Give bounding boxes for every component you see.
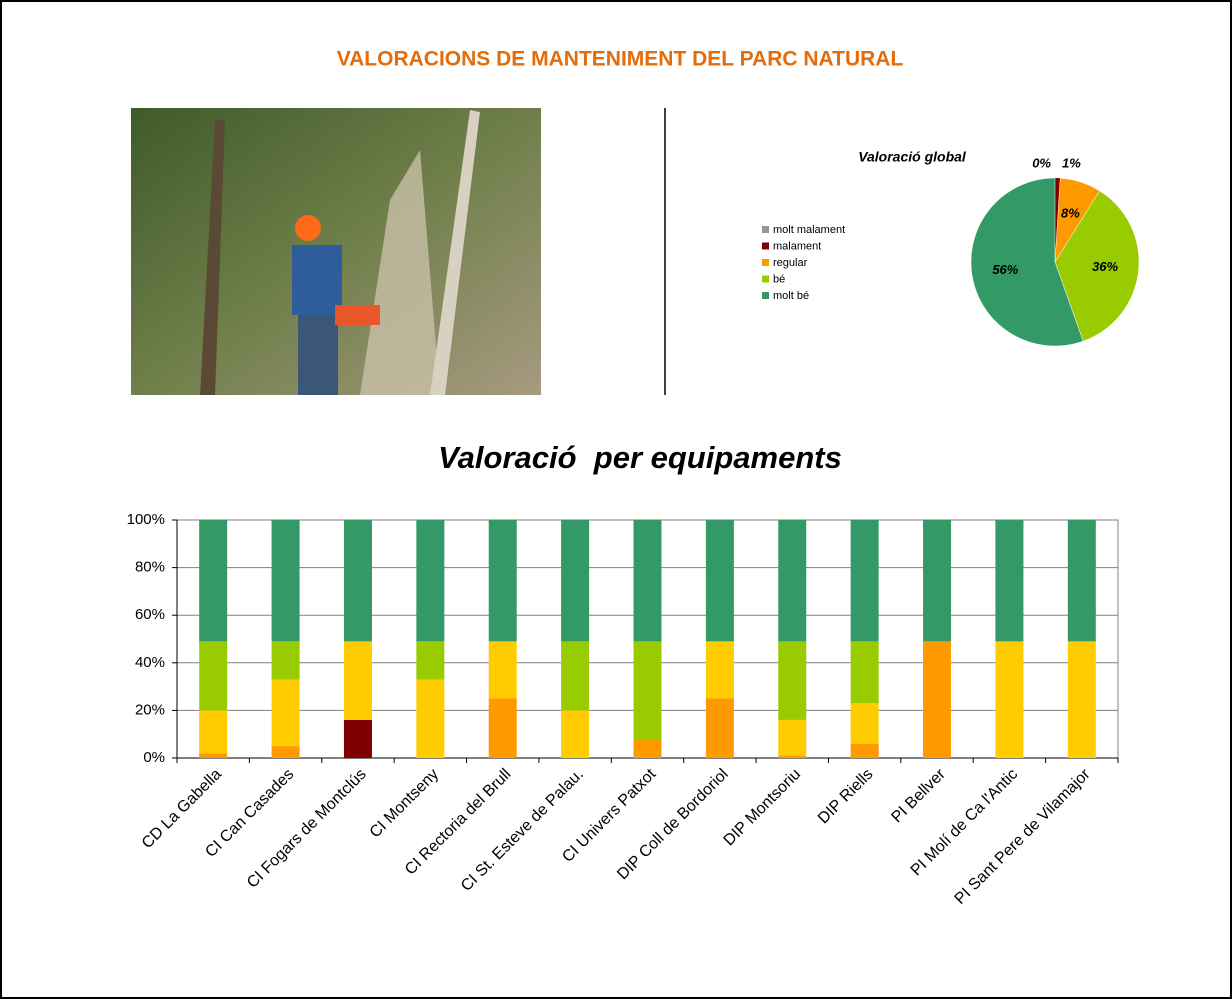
bar-segment	[416, 520, 444, 641]
bar-segment	[778, 756, 806, 758]
bar-segment	[561, 710, 589, 758]
bar-segment	[199, 753, 227, 758]
bar-segment	[634, 739, 662, 758]
legend-label: molt malament	[773, 224, 845, 236]
y-tick-label: 40%	[135, 654, 165, 671]
bar-segment	[272, 746, 300, 758]
pie-title: Valoració global	[858, 149, 967, 165]
bar-segment	[1068, 520, 1096, 641]
bar-segment	[706, 641, 734, 698]
legend-swatch	[762, 226, 769, 233]
bar-segment	[634, 641, 662, 739]
bar-segment	[923, 520, 951, 641]
bar-segment	[851, 744, 879, 758]
bar-segment	[995, 520, 1023, 641]
legend-label: regular	[773, 257, 808, 269]
bar-segment	[995, 641, 1023, 758]
bar-segment	[344, 720, 372, 758]
bar-segment	[199, 710, 227, 753]
bar-segment	[344, 520, 372, 641]
y-tick-label: 20%	[135, 701, 165, 718]
pie-label: 8%	[1061, 205, 1080, 220]
bar-segment	[706, 699, 734, 759]
bar-segment	[1068, 641, 1096, 758]
pie-label: 56%	[992, 262, 1018, 277]
pie-label: 0%	[1032, 155, 1051, 170]
bar-segment	[778, 720, 806, 756]
bar-title: Valoració per equipaments	[438, 440, 842, 475]
legend-label: molt bé	[773, 290, 809, 302]
bar-segment	[344, 641, 372, 720]
bar-segment	[416, 641, 444, 679]
y-tick-label: 0%	[143, 749, 165, 766]
legend-label: bé	[773, 273, 785, 285]
bar-segment	[416, 679, 444, 758]
legend-label: malament	[773, 240, 821, 252]
bar-segment	[851, 520, 879, 641]
y-tick-label: 60%	[135, 606, 165, 623]
bar-segment	[561, 520, 589, 641]
y-tick-label: 80%	[135, 559, 165, 576]
bar-segment	[778, 520, 806, 641]
bar-segment	[199, 641, 227, 710]
pie-label: 1%	[1062, 155, 1081, 170]
page-title: VALORACIONS DE MANTENIMENT DEL PARC NATU…	[337, 48, 904, 71]
bar-segment	[561, 641, 589, 710]
legend-swatch	[762, 276, 769, 283]
bar-segment	[272, 641, 300, 679]
bar-segment	[489, 641, 517, 698]
page: VALORACIONS DE MANTENIMENT DEL PARC NATU…	[0, 0, 1232, 999]
bar-segment	[706, 520, 734, 641]
pie-label: 36%	[1092, 259, 1118, 274]
bar-segment	[851, 703, 879, 743]
bar-segment	[851, 641, 879, 703]
legend-swatch	[762, 259, 769, 266]
photo	[131, 108, 541, 395]
bar-segment	[778, 641, 806, 720]
bar-segment	[272, 520, 300, 641]
bar-segment	[272, 679, 300, 746]
bar-segment	[199, 520, 227, 641]
legend-swatch	[762, 243, 769, 250]
bar-segment	[489, 699, 517, 759]
legend-swatch	[762, 292, 769, 299]
bar-segment	[634, 520, 662, 641]
bar-segment	[923, 641, 951, 758]
y-tick-label: 100%	[127, 511, 165, 528]
bar-segment	[489, 520, 517, 641]
